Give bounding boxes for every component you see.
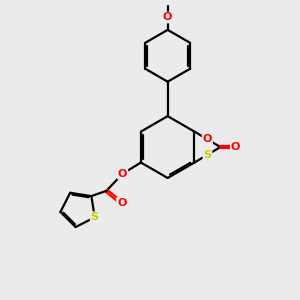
Text: O: O [231, 142, 240, 152]
Text: S: S [203, 150, 211, 160]
Text: O: O [163, 13, 172, 22]
Text: O: O [118, 169, 127, 179]
Text: O: O [117, 198, 126, 208]
Text: S: S [91, 212, 99, 222]
Text: O: O [203, 134, 212, 144]
